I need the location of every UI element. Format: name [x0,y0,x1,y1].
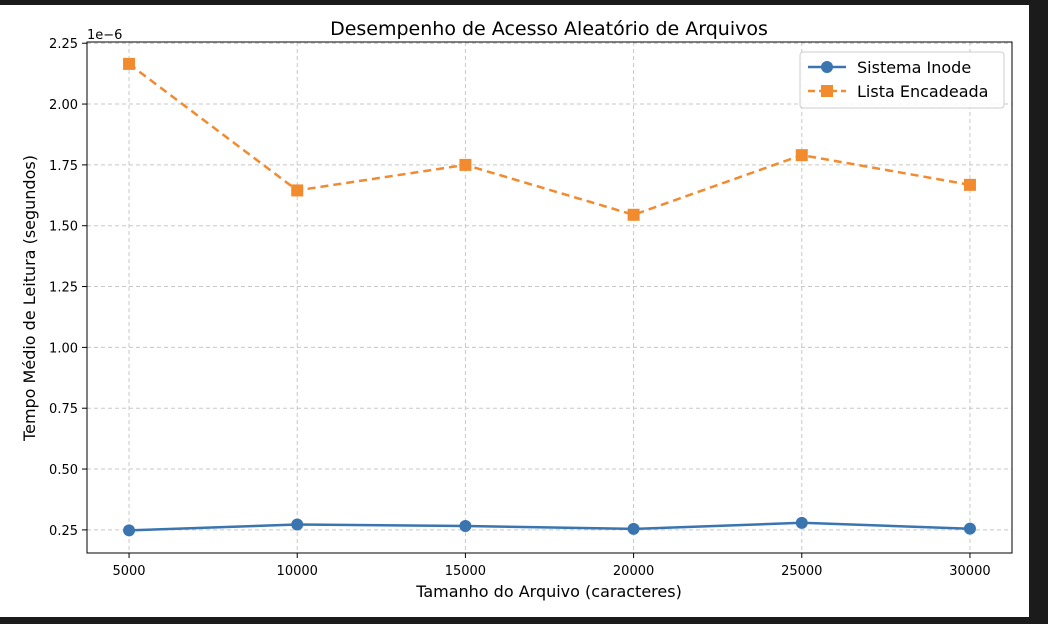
data-point-sistema-inode [123,524,136,537]
data-point-sistema-inode [627,522,640,535]
x-tick-label: 30000 [949,564,990,579]
x-axis-label: Tamanho do Arquivo (caracteres) [415,582,682,601]
x-tick-label: 10000 [277,564,318,579]
y-offset-label: 1e−6 [87,28,122,43]
x-tick-label: 15000 [445,564,486,579]
series-line-lista-encadeada [128,62,971,217]
data-point-lista-encadeada [123,57,136,70]
data-point-lista-encadeada [627,208,640,221]
legend-box [799,51,1005,109]
y-tick-label: 1.75 [49,159,78,174]
data-point-sistema-inode [459,519,472,532]
plot-frame [86,41,1013,554]
y-tick-label: 0.75 [49,402,78,417]
data-point-sistema-inode [291,518,304,531]
data-point-lista-encadeada [963,178,976,191]
y-tick-label: 2.00 [49,98,78,113]
x-tick-label: 5000 [112,564,145,579]
y-tick-label: 0.50 [49,463,78,478]
y-axis-label: Tempo Médio de Leitura (segundos) [20,155,39,442]
y-tick-label: 1.50 [49,220,78,235]
y-tick-label: 1.25 [49,281,78,296]
x-tick-label: 20000 [613,564,654,579]
axis-ticks: 5000 10000 15000 20000 25000 30000 0.25 0.50 0.7… [49,37,991,579]
legend: Sistema Inode Lista Encadeada [799,51,1005,109]
data-point-sistema-inode [795,516,808,529]
data-point-lista-encadeada [291,184,304,197]
data-point-lista-encadeada [459,158,472,171]
chart-title: Desempenho de Acesso Aleatório de Arquiv… [330,18,768,40]
series-line-sistema-inode [128,521,971,532]
data-point-lista-encadeada [795,149,808,162]
legend-marker-sistema-inode [821,61,833,73]
y-tick-label: 0.25 [49,524,78,539]
data-point-sistema-inode [963,522,976,535]
x-tick-label: 25000 [781,564,822,579]
y-tick-label: 1.00 [49,341,78,356]
grid-lines [87,42,1012,553]
legend-label-lista-encadeada: Lista Encadeada [857,82,988,101]
series-layer [123,57,976,537]
legend-label-sistema-inode: Sistema Inode [857,58,971,77]
y-tick-label: 2.25 [49,37,78,52]
legend-marker-lista-encadeada [821,85,833,97]
